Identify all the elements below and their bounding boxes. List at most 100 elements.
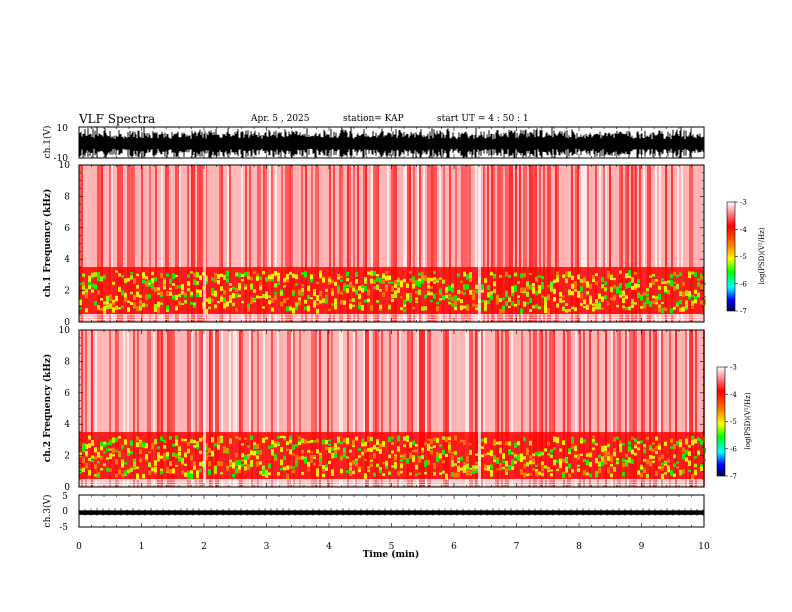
spectrogram-cell: [655, 278, 658, 282]
spectrogram-cell: [175, 464, 178, 467]
spectrogram-cell: [313, 454, 316, 458]
spectrogram-stripe: [239, 165, 241, 322]
spectrogram-stripe: [581, 165, 583, 322]
spectrogram-stripe: [217, 165, 219, 322]
spectrogram-cell: [280, 290, 283, 296]
spectrogram-cell: [124, 462, 127, 465]
spectrogram-cell: [133, 459, 136, 464]
spectrogram-cell: [376, 274, 379, 277]
spectrogram-cell: [184, 300, 187, 304]
spectrogram-cell: [562, 274, 565, 278]
spectrogram-cell: [328, 278, 331, 282]
spectrogram-cell: [631, 304, 634, 308]
spectrogram-cell: [193, 279, 196, 286]
spectrogram-cell: [433, 293, 436, 299]
spectrogram-cell: [688, 444, 691, 448]
spectrogram-cell: [355, 436, 358, 441]
spectrogram-cell: [517, 299, 520, 305]
spectrogram-cell: [481, 289, 484, 293]
spectrogram-stripe: [313, 165, 315, 322]
spectrogram-gap: [203, 165, 206, 322]
spectrogram-cell: [121, 473, 124, 478]
spectrogram-cell: [649, 283, 652, 288]
spectrogram-stripe: [153, 330, 155, 487]
spectrogram-cell: [391, 465, 394, 468]
spectrogram-cell: [673, 454, 676, 459]
spectrogram-cell: [145, 303, 148, 307]
spectrogram-stripe: [617, 165, 619, 322]
spectrogram-cell: [442, 449, 445, 455]
spectrogram-cell: [265, 293, 268, 300]
spectrogram-stripe: [179, 330, 181, 487]
spectrogram-cell: [163, 439, 166, 443]
spectrogram-stripe: [607, 165, 609, 322]
spectrogram-stripe: [593, 165, 595, 322]
spectrogram-stripe: [283, 330, 285, 487]
spectrogram-cell: [112, 437, 115, 444]
spectrogram-cell: [643, 448, 646, 454]
spectrogram-cell: [574, 445, 577, 449]
spectrogram-stripe: [545, 165, 547, 322]
spectrogram-cell: [184, 293, 187, 298]
spectrogram-cell: [508, 441, 511, 446]
spectrogram-cell: [658, 456, 661, 461]
spectrogram-cell: [622, 471, 625, 477]
spectrogram-cell: [601, 296, 604, 302]
spectrogram-cell: [229, 438, 232, 444]
spectrogram-cell: [118, 286, 121, 292]
spectrogram-stripe: [303, 330, 305, 487]
spectrogram-cell: [550, 283, 553, 286]
spectrogram-cell: [529, 298, 532, 304]
spectrogram-cell: [289, 307, 292, 311]
spectrogram-stripe: [93, 330, 95, 487]
spectrogram-stripe: [585, 165, 587, 322]
spectrogram-cell: [658, 444, 661, 450]
spectrogram-cell: [394, 279, 397, 284]
spectrogram-cell: [352, 460, 355, 465]
spectrogram-cell: [619, 270, 622, 274]
spectrogram-cell: [292, 290, 295, 293]
spectrogram-cell: [370, 278, 373, 284]
spectrogram-cell: [85, 289, 88, 294]
spectrogram-cell: [199, 462, 202, 467]
spectrogram-stripe: [495, 165, 497, 322]
spectrogram-stripe: [125, 165, 127, 322]
spectrogram-cell: [115, 458, 118, 465]
spectrogram-cell: [424, 294, 427, 299]
spectrogram-cell: [325, 297, 328, 302]
spectrogram-cell: [211, 451, 214, 457]
spectrogram-cell: [667, 281, 670, 285]
spectrogram-stripe: [457, 165, 459, 322]
spectrogram-cell: [271, 449, 274, 453]
spectrogram-cell: [391, 442, 394, 445]
spectrogram-cell: [391, 299, 394, 303]
spectrogram-cell: [646, 460, 649, 465]
spectrogram-cell: [232, 473, 235, 478]
spectrogram-cell: [526, 462, 529, 467]
spectrogram-cell: [274, 441, 277, 444]
spectrogram-stripe: [177, 165, 179, 322]
spectrogram-cell: [295, 305, 298, 311]
spectrogram-cell: [88, 281, 91, 287]
spectrogram-cell: [151, 278, 154, 284]
spectrogram-stripe: [365, 165, 367, 322]
spectrogram-cell: [355, 289, 358, 295]
spectrogram-stripe: [295, 330, 297, 487]
spectrogram-cell: [130, 301, 133, 305]
spectrogram-cell: [352, 439, 355, 446]
spectrogram-cell: [217, 279, 220, 283]
spectrogram-cell: [436, 278, 439, 281]
spectrogram-stripe: [165, 165, 167, 322]
spectrogram-cell: [160, 302, 163, 305]
spectrogram-stripe: [125, 330, 127, 487]
spectrogram-cell: [577, 468, 580, 471]
spectrogram-cell: [295, 274, 298, 280]
spectrogram-stripe: [667, 330, 669, 487]
spectrogram-stripe: [301, 330, 303, 487]
spectrogram-cell: [241, 443, 244, 446]
spectrogram-stripe: [335, 330, 337, 487]
spectrogram-cell: [394, 466, 397, 469]
spectrogram-cell: [259, 296, 262, 299]
spectrogram-stripe: [225, 165, 227, 322]
spectrogram-cell: [445, 473, 448, 480]
